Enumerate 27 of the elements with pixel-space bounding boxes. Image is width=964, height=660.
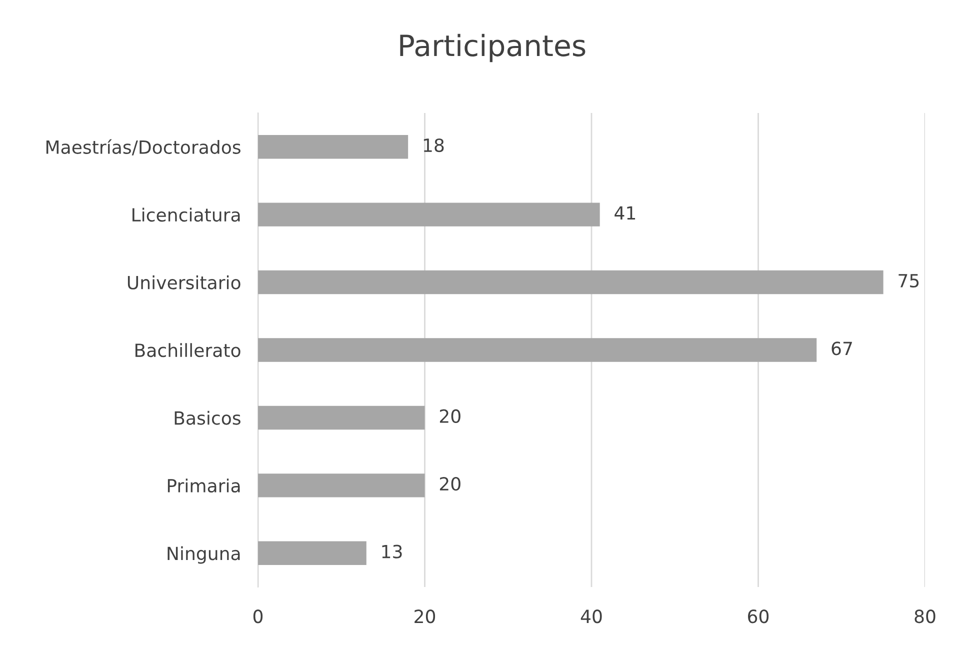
y-tick-label: Bachillerato <box>136 343 240 358</box>
x-tick-label: 0 <box>253 610 263 624</box>
y-tick-label: Universitario <box>128 275 240 290</box>
bar <box>258 474 425 498</box>
data-label: 41 <box>614 206 636 220</box>
bar <box>258 406 425 430</box>
data-label: 13 <box>382 544 402 558</box>
chart-title: Participantes <box>400 34 586 62</box>
data-label: 20 <box>440 477 460 491</box>
x-tick-label: 60 <box>748 610 769 624</box>
x-tick-label: 20 <box>414 610 436 624</box>
y-tick-label: Basicos <box>174 410 240 425</box>
bar <box>258 135 408 159</box>
bar <box>258 338 817 362</box>
data-label: 67 <box>832 342 852 356</box>
x-tick-label: 40 <box>580 610 602 624</box>
y-tick-label: Licenciatura <box>132 208 240 222</box>
y-tick-label: Ninguna <box>168 546 240 564</box>
y-tick-label: Primaria <box>168 478 240 493</box>
data-label: 20 <box>440 409 460 423</box>
bar <box>258 541 366 565</box>
bar <box>258 202 600 226</box>
data-label: 18 <box>424 138 444 152</box>
y-tick-label: Maestrías/Doctorados <box>46 139 240 156</box>
bar <box>258 270 884 294</box>
data-label: 75 <box>898 274 919 288</box>
x-tick-label: 80 <box>914 610 936 624</box>
